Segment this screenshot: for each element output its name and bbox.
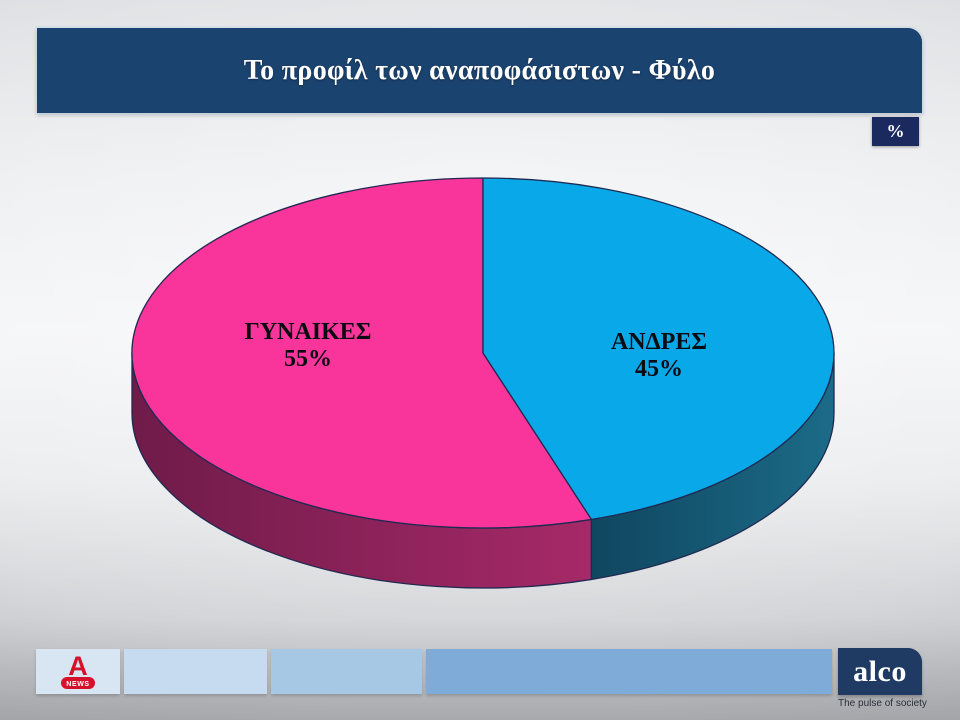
alco-logo: alco — [838, 648, 922, 695]
pie-slice-0 — [131, 177, 593, 529]
slice-label-men-name: ΑΝΔΡΕΣ — [610, 329, 708, 355]
slice-label-women-value: 55% — [283, 346, 332, 372]
footer-strip-2 — [124, 649, 267, 694]
footer-strip-3 — [271, 649, 422, 694]
alco-tagline: The pulse of society — [838, 698, 927, 709]
alpha-letter: A — [68, 651, 88, 681]
percent-unit-label: % — [886, 121, 905, 141]
alco-logo-text: alco — [853, 654, 907, 688]
slice-label-women: ΓΥΝΑΙΚΕΣ 55% — [245, 319, 372, 373]
alpha-news-logo-icon: A NEWS — [61, 651, 95, 689]
slice-label-men: ΑΝΔΡΕΣ 45% — [611, 329, 707, 383]
alpha-news-text: NEWS — [66, 681, 89, 688]
slice-label-men-value: 45% — [634, 356, 683, 382]
footer-strip-alpha: A NEWS — [36, 649, 120, 694]
alpha-news-pill — [61, 677, 95, 689]
footer-strip-4 — [426, 649, 832, 694]
title-bar: Το προφίλ των αναποφάσιστων - Φύλο — [37, 28, 922, 113]
page-title: Το προφίλ των αναποφάσιστων - Φύλο — [243, 54, 716, 86]
pie-slice-1 — [482, 177, 835, 521]
slice-label-women-name: ΓΥΝΑΙΚΕΣ — [244, 319, 372, 345]
percent-unit-badge: % — [872, 117, 919, 146]
alpha-news-logo: A NEWS — [36, 649, 120, 694]
